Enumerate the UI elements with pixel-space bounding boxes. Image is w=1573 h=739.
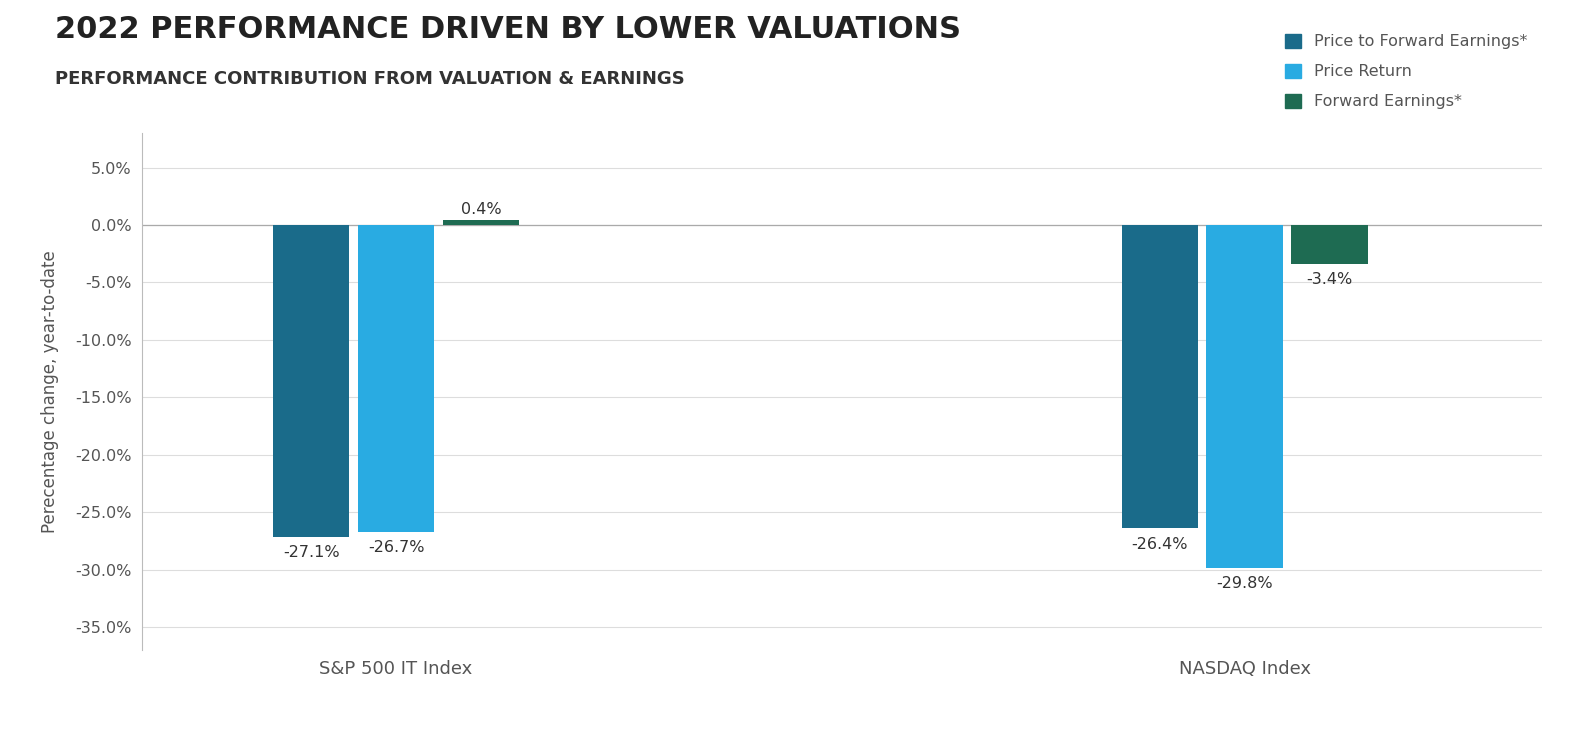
Bar bbox=[1206, 225, 1282, 568]
Bar bbox=[274, 225, 349, 537]
Text: -27.1%: -27.1% bbox=[283, 545, 340, 559]
Text: -3.4%: -3.4% bbox=[1306, 272, 1353, 287]
Bar bbox=[1291, 225, 1367, 264]
Text: -26.4%: -26.4% bbox=[1131, 537, 1188, 551]
Text: -26.7%: -26.7% bbox=[368, 540, 425, 555]
Bar bbox=[1122, 225, 1199, 528]
Text: PERFORMANCE CONTRIBUTION FROM VALUATION & EARNINGS: PERFORMANCE CONTRIBUTION FROM VALUATION … bbox=[55, 70, 684, 88]
Text: -29.8%: -29.8% bbox=[1216, 576, 1273, 590]
Legend: Price to Forward Earnings*, Price Return, Forward Earnings*: Price to Forward Earnings*, Price Return… bbox=[1279, 27, 1534, 115]
Bar bbox=[359, 225, 434, 532]
Text: 2022 PERFORMANCE DRIVEN BY LOWER VALUATIONS: 2022 PERFORMANCE DRIVEN BY LOWER VALUATI… bbox=[55, 15, 961, 44]
Y-axis label: Perecentage change, year-to-date: Perecentage change, year-to-date bbox=[41, 251, 58, 533]
Bar bbox=[442, 220, 519, 225]
Text: 0.4%: 0.4% bbox=[461, 202, 502, 217]
